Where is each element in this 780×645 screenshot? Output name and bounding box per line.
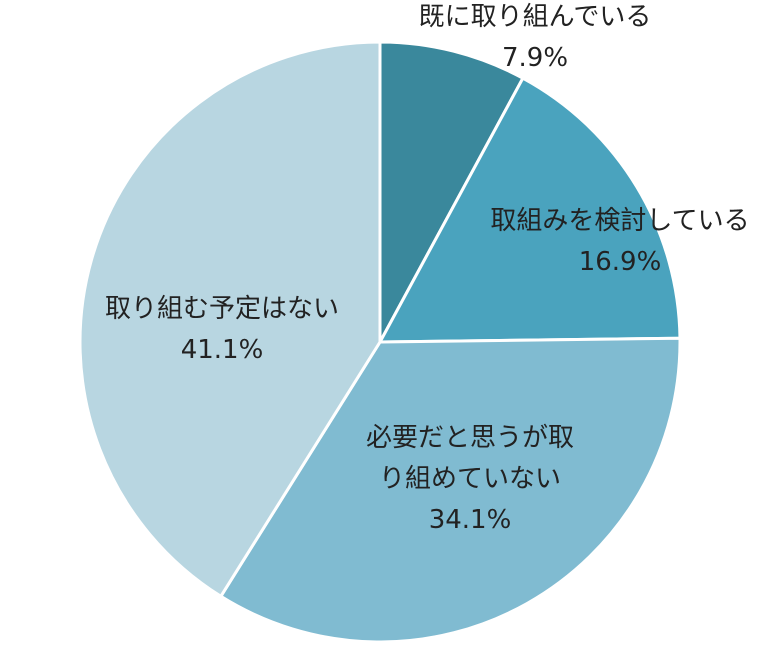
value-label: 34.1% <box>428 505 512 535</box>
category-label: 既に取り組んでいる <box>418 2 652 32</box>
slice-label: 必要だと思うが取り組めていない 34.1% <box>360 418 580 541</box>
slice-label: 取組みを検討している 16.9% <box>470 201 770 283</box>
value-label: 41.1% <box>180 335 264 365</box>
pie-slice <box>78 40 382 598</box>
slice-label: 取り組む予定はない 41.1% <box>72 289 372 371</box>
pie-slice <box>378 76 682 344</box>
value-label: 16.9% <box>578 247 662 277</box>
category-label: 取組みを検討している <box>490 206 750 236</box>
category-label: 取り組む予定はない <box>104 294 339 324</box>
pie-slice <box>378 40 525 344</box>
category-label: 必要だと思うが取り組めていない <box>365 423 574 494</box>
value-label: 7.9% <box>501 43 569 73</box>
slice-label: 既に取り組んでいる 7.9% <box>375 0 695 79</box>
